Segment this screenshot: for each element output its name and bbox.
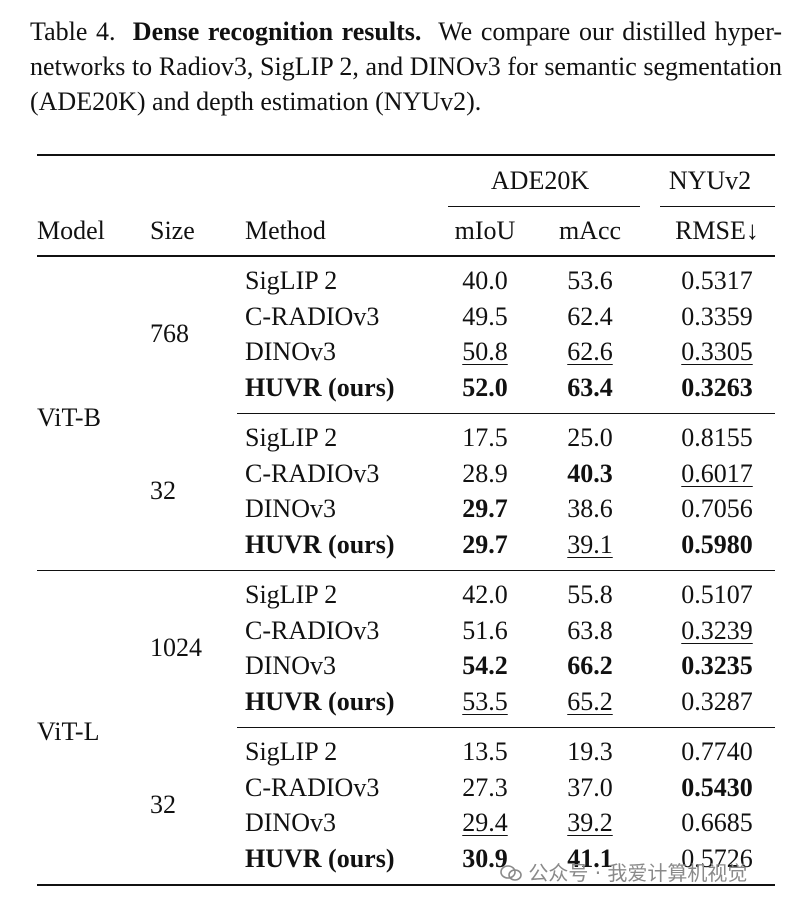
table-rule <box>37 153 775 157</box>
metric-cell: 53.6 <box>567 266 613 295</box>
method-cell: DINOv3 <box>245 337 336 366</box>
method-cell: C-RADIOv3 <box>245 615 380 645</box>
metric-cell: 51.6 <box>462 615 508 645</box>
column-header: Model <box>37 216 105 245</box>
metric-cell: 29.4 <box>462 808 508 837</box>
metric-cell: 52.0 <box>462 372 508 402</box>
metric-cell: 0.5980 <box>681 529 753 559</box>
method-cell: SigLIP 2 <box>245 737 338 766</box>
method-cell: SigLIP 2 <box>245 580 338 609</box>
metric-cell: 29.7 <box>462 529 508 559</box>
metric-cell: 37.0 <box>567 772 613 802</box>
metric-cell: 30.9 <box>462 843 508 873</box>
caption-title: Dense recognition results. <box>132 17 422 46</box>
metric-cell: 0.3263 <box>681 372 753 402</box>
metric-cell: 0.3239 <box>681 615 753 645</box>
method-cell: C-RADIOv3 <box>245 772 380 802</box>
metric-cell: 66.2 <box>567 651 613 680</box>
metric-cell: 0.6017 <box>681 458 753 488</box>
metric-cell: 41.1 <box>567 843 613 873</box>
metric-cell: 13.5 <box>462 737 508 766</box>
method-cell: C-RADIOv3 <box>245 458 380 488</box>
table-caption: Table 4. Dense recognition results. We c… <box>30 14 782 119</box>
metric-cell: 0.6685 <box>681 808 753 837</box>
method-cell: SigLIP 2 <box>245 423 338 452</box>
metric-cell: 39.1 <box>567 529 613 559</box>
table-rule <box>448 205 640 207</box>
metric-cell: 0.5317 <box>681 266 753 295</box>
watermark-icon <box>500 865 522 881</box>
caption-text: We compare our distilled hyper-networks … <box>30 17 783 116</box>
size-label: 32 <box>150 790 176 820</box>
table-rule <box>37 255 775 257</box>
metric-cell: 39.2 <box>567 808 613 837</box>
metric-cell: 62.6 <box>567 337 613 366</box>
metric-cell: 0.8155 <box>681 423 753 452</box>
table-rule <box>37 883 775 887</box>
column-header: RMSE↓ <box>675 216 759 245</box>
method-cell: HUVR (ours) <box>245 686 395 716</box>
method-cell: DINOv3 <box>245 651 336 680</box>
metric-cell: 28.9 <box>462 458 508 488</box>
metric-cell: 54.2 <box>462 651 508 680</box>
metric-cell: 25.0 <box>567 423 613 452</box>
method-cell: HUVR (ours) <box>245 372 395 402</box>
size-label: 1024 <box>150 633 202 663</box>
group-header: ADE20K <box>490 166 590 195</box>
metric-cell: 63.8 <box>567 615 613 645</box>
model-label: ViT-L <box>37 717 100 746</box>
group-header: NYUv2 <box>668 166 752 195</box>
method-cell: SigLIP 2 <box>245 266 338 295</box>
watermark-text: 公众号 · 我爱计算机视觉 <box>528 861 748 885</box>
metric-cell: 55.8 <box>567 580 613 609</box>
caption-label: Table 4. <box>30 17 116 46</box>
metric-cell: 0.5107 <box>681 580 753 609</box>
method-cell: HUVR (ours) <box>245 529 395 559</box>
metric-cell: 0.5430 <box>681 772 753 802</box>
model-label: ViT-B <box>37 403 101 432</box>
metric-cell: 17.5 <box>462 423 508 452</box>
metric-cell: 62.4 <box>567 301 613 331</box>
metric-cell: 49.5 <box>462 301 508 331</box>
metric-cell: 19.3 <box>567 737 613 766</box>
method-cell: DINOv3 <box>245 808 336 837</box>
method-cell: HUVR (ours) <box>245 843 395 873</box>
method-cell: C-RADIOv3 <box>245 301 380 331</box>
metric-cell: 29.7 <box>462 494 508 523</box>
metric-cell: 63.4 <box>567 372 613 402</box>
column-header: mIoU <box>454 216 516 245</box>
table-rule <box>660 205 775 207</box>
metric-cell: 65.2 <box>567 686 613 716</box>
column-header: mAcc <box>558 216 622 245</box>
metric-cell: 53.5 <box>462 686 508 716</box>
metric-cell: 0.3287 <box>681 686 753 716</box>
metric-cell: 40.3 <box>567 458 613 488</box>
metric-cell: 40.0 <box>462 266 508 295</box>
metric-cell: 0.7056 <box>681 494 753 523</box>
method-cell: DINOv3 <box>245 494 336 523</box>
metric-cell: 38.6 <box>567 494 613 523</box>
metric-cell: 0.3359 <box>681 301 753 331</box>
table-rule <box>37 569 775 571</box>
size-label: 768 <box>150 319 189 349</box>
column-header: Method <box>245 216 326 245</box>
size-label: 32 <box>150 476 176 506</box>
metric-cell: 50.8 <box>462 337 508 366</box>
metric-cell: 0.3235 <box>681 651 753 680</box>
column-header: Size <box>150 216 195 245</box>
watermark: 公众号 · 我爱计算机视觉 <box>500 857 747 886</box>
metric-cell: 0.3305 <box>681 337 753 366</box>
metric-cell: 42.0 <box>462 580 508 609</box>
table-rule <box>237 412 775 414</box>
metric-cell: 0.7740 <box>681 737 753 766</box>
table-rule <box>237 726 775 728</box>
metric-cell: 0.5726 <box>681 843 753 873</box>
metric-cell: 27.3 <box>462 772 508 802</box>
